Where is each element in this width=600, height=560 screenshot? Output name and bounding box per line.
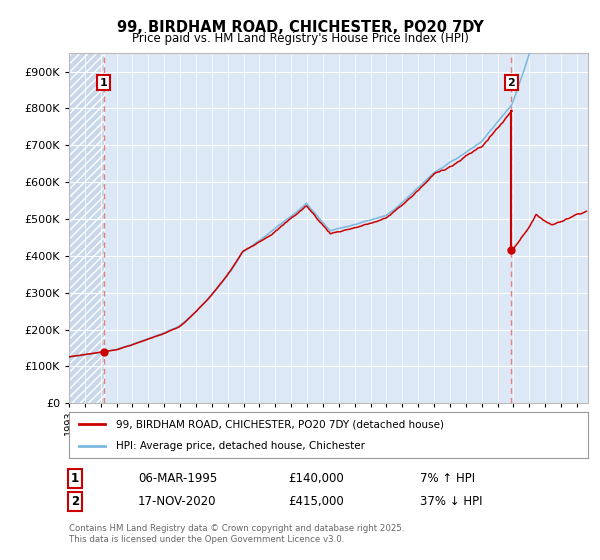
99, BIRDHAM ROAD, CHICHESTER, PO20 7DY (detached house) [583,208,590,214]
99, BIRDHAM ROAD, CHICHESTER, PO20 7DY (detached house) [541,217,548,224]
99, BIRDHAM ROAD, CHICHESTER, PO20 7DY (detached house) [511,244,518,250]
Text: 17-NOV-2020: 17-NOV-2020 [138,494,217,508]
HPI: Average price, detached house, Chichester: (2.02e+03, 8.94e+05): Average price, detached house, Chicheste… [519,71,526,77]
Text: 99, BIRDHAM ROAD, CHICHESTER, PO20 7DY: 99, BIRDHAM ROAD, CHICHESTER, PO20 7DY [116,20,484,35]
Text: 2: 2 [508,78,515,88]
Text: 2: 2 [71,494,79,508]
Text: 1: 1 [100,78,107,88]
Line: 99, BIRDHAM ROAD, CHICHESTER, PO20 7DY (detached house): 99, BIRDHAM ROAD, CHICHESTER, PO20 7DY (… [512,211,586,250]
99, BIRDHAM ROAD, CHICHESTER, PO20 7DY (detached house) [512,242,520,249]
Text: £140,000: £140,000 [288,472,344,486]
Text: 1: 1 [71,472,79,486]
Text: 7% ↑ HPI: 7% ↑ HPI [420,472,475,486]
Line: HPI: Average price, detached house, Chichester: HPI: Average price, detached house, Chic… [69,19,586,357]
Text: 37% ↓ HPI: 37% ↓ HPI [420,494,482,508]
99, BIRDHAM ROAD, CHICHESTER, PO20 7DY (detached house) [509,247,516,254]
99, BIRDHAM ROAD, CHICHESTER, PO20 7DY (detached house) [560,217,568,224]
99, BIRDHAM ROAD, CHICHESTER, PO20 7DY (detached house) [529,218,536,225]
HPI: Average price, detached house, Chichester: (2.02e+03, 7.72e+05): Average price, detached house, Chicheste… [497,115,504,122]
HPI: Average price, detached house, Chichester: (2.01e+03, 5.5e+05): Average price, detached house, Chicheste… [401,197,408,204]
Bar [69,53,104,403]
Text: £415,000: £415,000 [288,494,344,508]
Text: Price paid vs. HM Land Registry's House Price Index (HPI): Price paid vs. HM Land Registry's House … [131,32,469,45]
HPI: Average price, detached house, Chichester: (2e+03, 2.21e+05): Average price, detached house, Chicheste… [181,319,188,325]
Text: 06-MAR-1995: 06-MAR-1995 [138,472,217,486]
99, BIRDHAM ROAD, CHICHESTER, PO20 7DY (detached house) [559,218,566,225]
HPI: Average price, detached house, Chichester: (1.99e+03, 1.25e+05): Average price, detached house, Chicheste… [65,354,73,361]
Text: HPI: Average price, detached house, Chichester: HPI: Average price, detached house, Chic… [116,441,365,451]
Text: 99, BIRDHAM ROAD, CHICHESTER, PO20 7DY (detached house): 99, BIRDHAM ROAD, CHICHESTER, PO20 7DY (… [116,419,444,430]
HPI: Average price, detached house, Chichester: (2e+03, 3.7e+05): Average price, detached house, Chicheste… [230,263,237,270]
HPI: Average price, detached house, Chichester: (2.03e+03, 1.04e+06): Average price, detached house, Chicheste… [583,16,590,22]
Text: Contains HM Land Registry data © Crown copyright and database right 2025.
This d: Contains HM Land Registry data © Crown c… [69,524,404,544]
HPI: Average price, detached house, Chichester: (2.02e+03, 9.62e+05): Average price, detached house, Chicheste… [551,45,558,52]
